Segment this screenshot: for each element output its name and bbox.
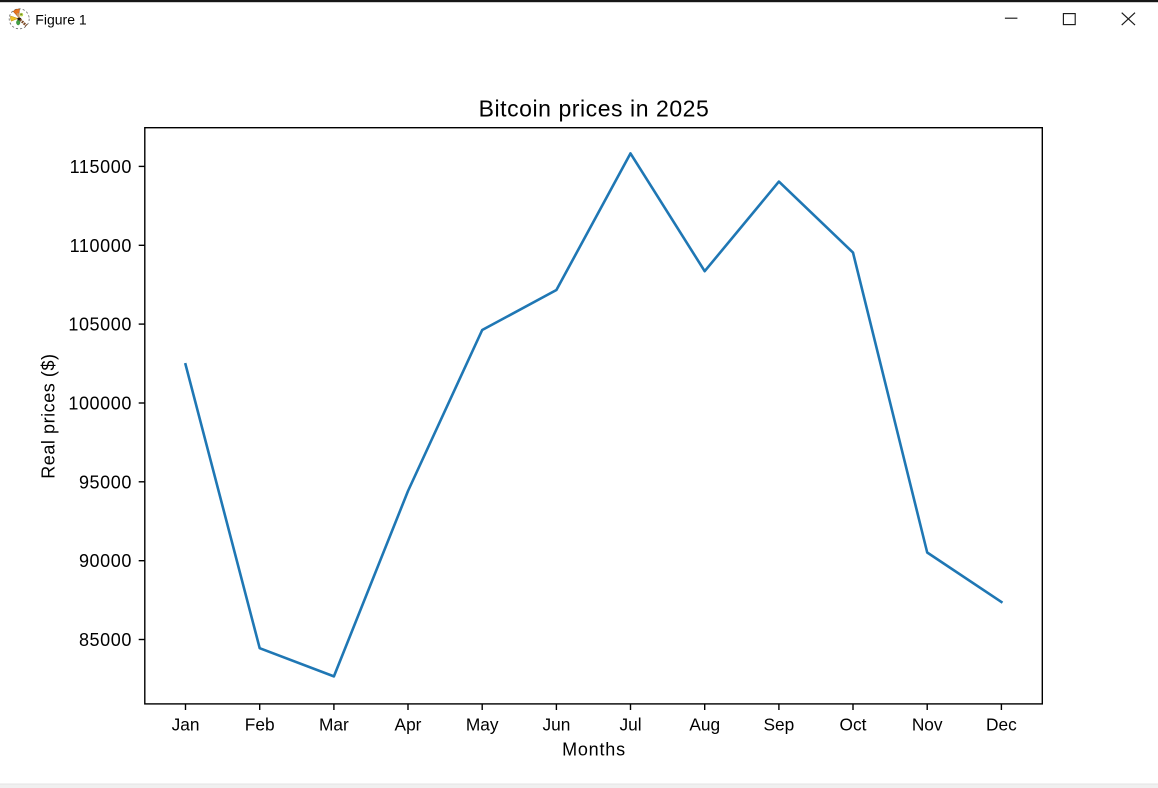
svg-text:Real prices ($): Real prices ($) <box>39 353 59 478</box>
svg-text:105000: 105000 <box>68 315 132 335</box>
svg-text:May: May <box>466 714 499 734</box>
svg-text:95000: 95000 <box>79 472 132 492</box>
svg-text:Jan: Jan <box>172 714 200 734</box>
svg-text:85000: 85000 <box>79 630 132 650</box>
svg-text:Nov: Nov <box>912 714 943 734</box>
svg-text:Months: Months <box>562 739 626 759</box>
svg-text:100000: 100000 <box>68 394 132 414</box>
svg-text:Jun: Jun <box>542 714 570 734</box>
svg-text:115000: 115000 <box>70 157 132 177</box>
svg-text:Bitcoin prices in 2025: Bitcoin prices in 2025 <box>479 96 710 122</box>
svg-text:Dec: Dec <box>986 714 1017 734</box>
svg-text:Oct: Oct <box>840 714 867 734</box>
svg-text:Apr: Apr <box>395 714 422 734</box>
svg-text:Sep: Sep <box>764 714 795 734</box>
svg-text:Figure 1: Figure 1 <box>35 12 87 28</box>
svg-text:110000: 110000 <box>70 236 132 256</box>
svg-text:Feb: Feb <box>245 714 275 734</box>
svg-text:90000: 90000 <box>79 551 132 571</box>
svg-text:Mar: Mar <box>319 714 349 734</box>
svg-text:Jul: Jul <box>619 714 641 734</box>
svg-text:Aug: Aug <box>689 714 720 734</box>
